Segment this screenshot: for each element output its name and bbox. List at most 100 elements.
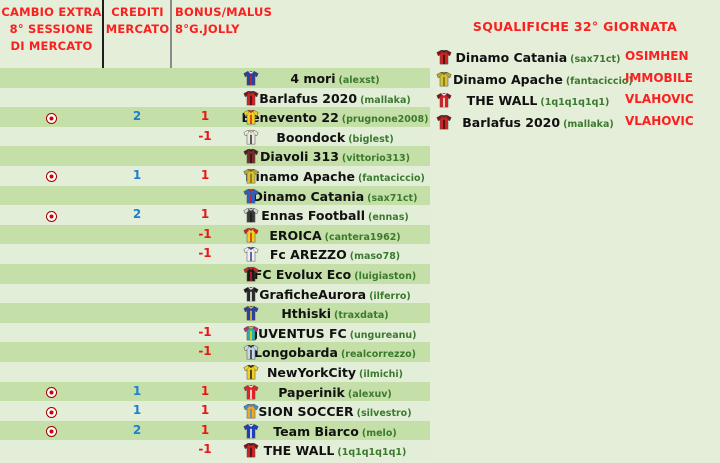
table-row: 4 mori (alexst) [0,68,430,88]
manager-name: (sax71ct) [367,192,418,204]
table-row: 2 1 Benevento 22 (prugnone2008) [0,107,430,127]
cell-cambio-extra [0,401,102,421]
header-cambio-line2: 8° SESSIONE [9,22,94,36]
suspension-row: THE WALL (1q1q1q1q1) VLAHOVIC [430,89,720,111]
table-row: 1 1 Paperinik (alexuv) [0,381,430,402]
cell-crediti-mercato: 1 [132,167,142,182]
cell-team: Boondock (biglest) [240,127,430,147]
team-name: Boondock [276,129,346,145]
table-row: -1 Boondock (biglest) [0,126,430,147]
cell-bonus-malus: -1 [198,344,212,359]
cell-bonus-malus [172,362,238,382]
jersey-icon [436,92,452,108]
market-change-dot-icon [47,407,56,417]
header-crediti-line2: MERCATO [105,22,170,36]
cell-team: FC Evolux Eco (luigiaston) [240,264,430,284]
cell-crediti-mercato [104,146,170,166]
team-name: JUVENTUS FC [253,325,347,341]
cell-bonus-malus: 1 [200,403,210,418]
manager-name: (traxdata) [334,310,389,322]
team-name: Barlafus 2020 [462,114,561,130]
jersey-icon [436,49,452,65]
cell-bonus-malus: 1 [200,383,210,398]
market-change-dot-icon [47,172,56,182]
cell-bonus-malus: 1 [200,422,210,437]
jersey-icon [243,423,259,439]
cell-crediti-mercato [104,342,170,362]
team-jersey-icon [435,71,453,87]
cell-cambio-extra [0,88,102,108]
cell-team: SION SOCCER (silvestro) [240,401,430,421]
cell-bonus-malus: -1 [198,324,212,339]
cell-cambio-extra [0,303,102,323]
cell-bonus-malus [172,284,238,304]
team-name: Diavoli 313 [260,149,339,165]
jersey-icon [243,364,259,380]
cell-team: Team Biarco (melo) [240,421,430,441]
cell-crediti-mercato [104,284,170,304]
cell-crediti-mercato [104,88,170,108]
team-name: Longobarda [254,345,338,361]
manager-name: (ungureanu) [349,329,417,341]
cell-team: Ennas Football (ennas) [240,205,430,225]
cell-bonus-malus [172,303,238,323]
header-crediti-mercato: CREDITI MERCATO [105,4,170,38]
manager-name: (silvestro) [356,408,412,420]
manager-name: (melo) [361,427,397,439]
team-name: Team Biarco [273,423,359,439]
suspension-row: Dinamo Catania (sax71ct) OSIMHEN [430,46,720,68]
cell-cambio-extra [0,421,102,441]
market-change-dot-icon [47,427,56,437]
cell-cambio-extra [0,244,102,264]
cell-bonus-malus [172,68,238,88]
table-row: -1 EROICA (cantera1962) [0,224,430,245]
header-cambio-line3: DI MERCATO [10,39,93,53]
cell-cambio-extra [0,146,102,166]
cell-bonus-malus: -1 [198,128,212,143]
team-name: 4 mori [290,71,336,86]
table-row: FC Evolux Eco (luigiaston) [0,263,430,284]
team-jersey-icon [242,384,260,400]
suspension-team: Dinamo Catania (sax71ct) [453,46,623,68]
cell-cambio-extra [0,284,102,304]
manager-name: (fantaciccio) [357,172,425,184]
cell-team: JUVENTUS FC (ungureanu) [240,323,430,343]
manager-name: (1q1q1q1q1) [540,97,610,108]
table-row: GraficheAurora (ilferro) [0,283,430,304]
manager-name: (sax71ct) [570,54,621,65]
jersey-icon [243,168,259,184]
jersey-icon [243,90,259,105]
team-jersey-icon [242,364,260,380]
jersey-icon [436,71,452,86]
cell-crediti-mercato: 1 [132,403,142,418]
jersey-icon [243,266,259,282]
team-jersey-icon [435,49,453,65]
jersey-icon [243,129,259,145]
manager-name: (mallaka) [360,94,411,106]
cell-crediti-mercato: 1 [132,383,142,398]
header-crediti-line1: CREDITI [111,5,164,19]
manager-name: (vittorio313) [341,153,410,165]
team-name: GraficheAurora [259,286,367,302]
jersey-icon [243,188,259,203]
team-name: Barlafus 2020 [259,90,358,106]
suspension-team: Dinamo Apache (fantaciccio) [453,68,633,90]
cell-bonus-malus: -1 [198,226,212,241]
team-jersey-icon [242,442,260,458]
header-bonus-line1: BONUS/MALUS [175,5,273,19]
cell-cambio-extra [0,127,102,147]
cell-team: Dinamo Apache (fantaciccio) [240,166,430,186]
cell-cambio-extra [0,107,102,127]
suspensions-title: SQUALIFICHE 32° GIORNATA [472,19,678,34]
team-jersey-icon [242,344,260,360]
cell-team: Paperinik (alexuv) [240,382,430,402]
cell-team: Diavoli 313 (vittorio313) [240,146,430,166]
team-jersey-icon [242,129,260,145]
cell-bonus-malus [172,264,238,284]
header-cambio-line1: CAMBIO EXTRA [1,5,102,19]
table-row: 2 1 Ennas Football (ennas) [0,205,430,225]
manager-name: (maso78) [349,251,401,263]
table-row: -1 JUVENTUS FC (ungureanu) [0,322,430,343]
team-name: SION SOCCER [258,404,354,420]
team-name: FC Evolux Eco [253,266,352,282]
